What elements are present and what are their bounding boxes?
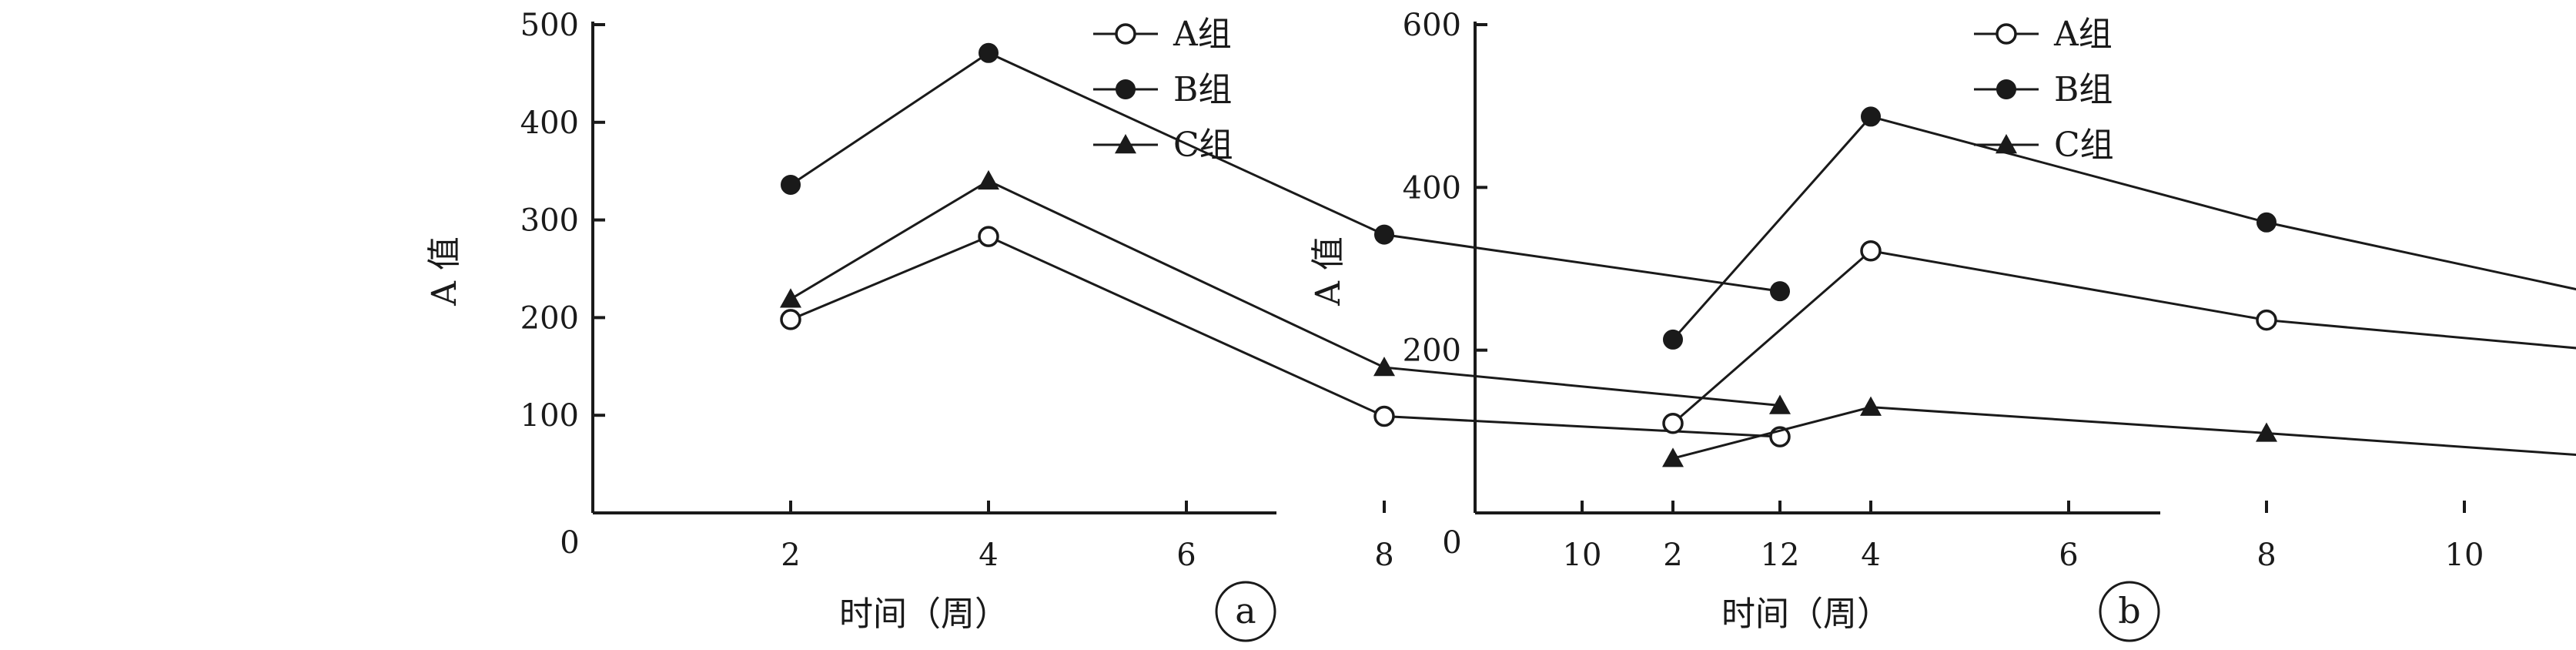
y-tick-label: 200	[520, 300, 579, 336]
origin-label: 0	[1442, 525, 1461, 561]
data-point	[979, 42, 999, 63]
legend-marker	[1115, 134, 1136, 154]
legend-marker	[1116, 79, 1136, 99]
x-tick-label: 8	[2257, 538, 2276, 573]
x-tick-label: 6	[2059, 538, 2078, 573]
legend-marker	[1996, 79, 2016, 99]
legend-label: C组	[1173, 126, 1233, 165]
data-point	[1770, 281, 1790, 302]
legend-label: B组	[2054, 70, 2113, 109]
legend-marker	[1996, 134, 2017, 154]
data-point	[1373, 405, 1395, 427]
y-axis-label: A 值	[425, 236, 464, 307]
x-tick-label: 6	[1176, 538, 1196, 573]
data-point	[2257, 212, 2277, 233]
panel-label-circle	[1215, 581, 1276, 642]
y-tick-label: 400	[1403, 170, 1461, 206]
x-tick-label: 8	[1374, 538, 1393, 573]
x-tick-label: 2	[781, 538, 800, 573]
y-tick-label: 600	[1403, 8, 1461, 43]
data-point	[1860, 240, 1882, 262]
legend-label: A组	[1173, 15, 1232, 54]
data-point	[1769, 394, 1791, 414]
data-point	[780, 288, 801, 308]
y-tick-label: 500	[520, 8, 579, 43]
y-tick-label: 400	[520, 106, 579, 141]
panel-label: a	[1235, 590, 1256, 632]
data-point	[978, 169, 999, 190]
x-tick-label: 2	[1663, 538, 1682, 573]
legend-marker	[1996, 23, 2017, 45]
y-tick-label: 300	[520, 203, 579, 239]
data-point	[2256, 422, 2277, 442]
x-tick-label: 4	[979, 538, 998, 573]
x-tick-label: 10	[1563, 538, 1602, 573]
legend-label: A组	[2053, 15, 2113, 54]
panel-label: b	[2118, 590, 2140, 632]
chart-panel-a: 0 100 200 300 400 500 2 4 6 8 10 12 A 值时间（周） A组 B组 C组 a	[425, 8, 1800, 642]
series-line-2	[790, 52, 1781, 293]
data-point	[1860, 396, 1882, 416]
data-point	[1662, 447, 1684, 467]
y-tick-label: 200	[1403, 333, 1461, 369]
series-line-2	[1671, 115, 2576, 340]
x-tick-label: 12	[1761, 538, 1800, 573]
x-axis-label: 时间（周）	[839, 595, 1009, 634]
data-point	[1662, 413, 1684, 434]
data-point	[780, 309, 801, 330]
series-line-1	[1672, 250, 2576, 424]
series-line-1	[790, 235, 1781, 438]
legend-label: B组	[1173, 70, 1232, 109]
panel-label-circle	[2099, 581, 2160, 642]
legend-marker	[1115, 23, 1136, 45]
x-axis-label: 时间（周）	[1721, 595, 1891, 634]
data-point	[1663, 329, 1683, 350]
x-tick-label: 4	[1861, 538, 1880, 573]
data-point	[1373, 357, 1395, 377]
series-line-3	[1672, 406, 2576, 460]
y-tick-label: 100	[520, 398, 579, 434]
data-point	[2256, 309, 2277, 331]
chart-panel-b: 0 200 400 600 2 4 6 8 10 12 A 值时间（周） A组 B组 C组 b	[1309, 8, 2576, 642]
legend-label: C组	[2054, 126, 2114, 165]
x-tick-label: 10	[2445, 538, 2484, 573]
data-point	[1861, 106, 1881, 127]
series-line-3	[790, 179, 1781, 407]
data-point	[781, 174, 801, 195]
data-point	[1374, 224, 1394, 245]
origin-label: 0	[560, 525, 579, 561]
data-point	[978, 226, 999, 247]
y-axis-label: A 值	[1309, 236, 1348, 307]
